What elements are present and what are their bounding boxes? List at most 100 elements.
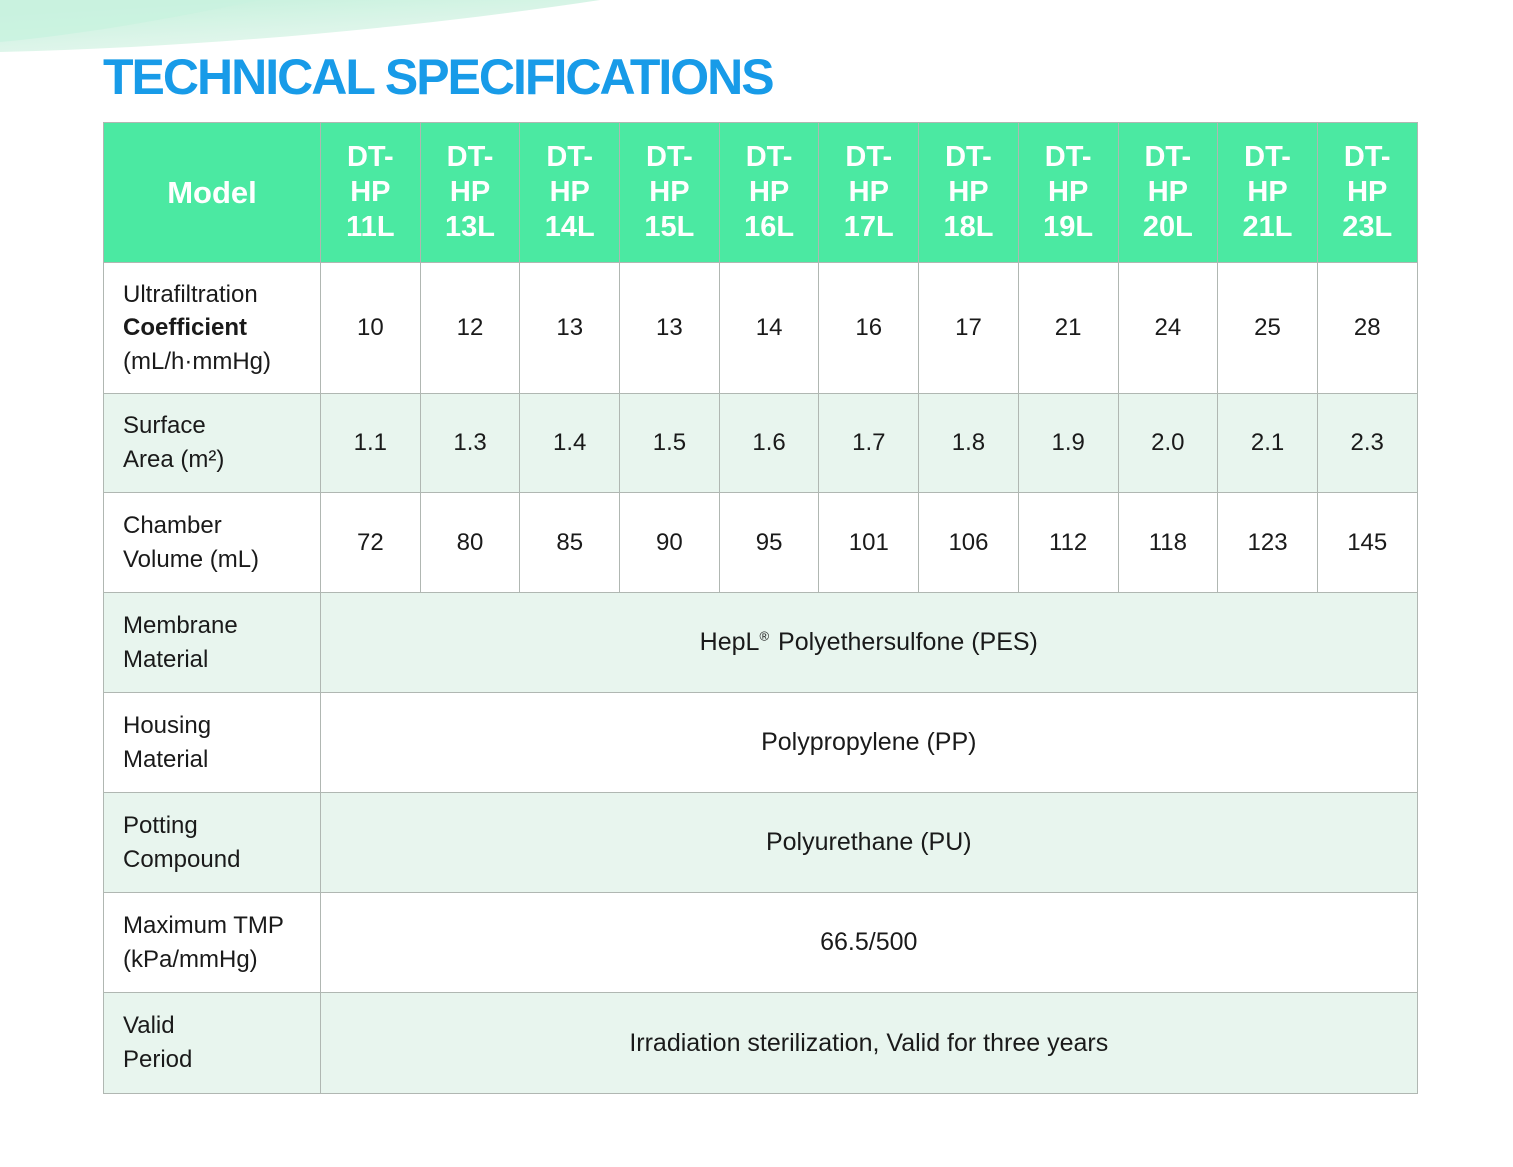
row-label-chamber-volume: Chamber Volume (mL) xyxy=(103,492,321,593)
merged-value-potting-compound: Polyurethane (PU) xyxy=(320,792,1418,893)
row-housing-material: Housing Material Polypropylene (PP) xyxy=(103,692,1418,793)
row-label-housing-material: Housing Material xyxy=(103,692,321,793)
model-column-header: DT-HP 15L xyxy=(619,122,720,263)
row-surface-area: Surface Area (m²) 1.1 1.3 1.4 1.5 1.6 1.7 1.8 1… xyxy=(103,393,1418,493)
value-cell: 1.3 xyxy=(419,393,521,493)
value-cell: 145 xyxy=(1316,492,1418,593)
label-line: Period xyxy=(123,1046,193,1073)
model-name: DT-HP 19L xyxy=(1043,141,1094,243)
row-label-maximum-tmp: Maximum TMP (kPa/mmHg) xyxy=(103,892,321,993)
model-name: DT-HP 14L xyxy=(544,141,595,243)
value-cell: 1.1 xyxy=(320,393,421,493)
label-line: Compound xyxy=(123,845,241,873)
value-cell: 2.0 xyxy=(1117,393,1219,493)
value-cell: 112 xyxy=(1017,492,1119,593)
model-name: DT-HP 23L xyxy=(1342,141,1393,243)
label-line: Volume (mL) xyxy=(123,545,260,573)
header-row: Model DT-HP 11L DT-HP 13L DT-HP 14L DT-HP 1… xyxy=(103,122,1418,263)
label-line: Membrane xyxy=(123,611,238,639)
value-cell: 106 xyxy=(918,492,1019,593)
label-line: Housing xyxy=(123,711,212,739)
row-membrane-material: Membrane Material HepL® Polyethersulfone … xyxy=(103,592,1418,693)
value-cell: 1.9 xyxy=(1017,393,1119,493)
model-column-header: DT-HP 14L xyxy=(519,122,621,263)
value-cell: 17 xyxy=(918,262,1019,394)
value-cell: 95 xyxy=(718,492,820,593)
row-label-ultrafiltration: Ultrafiltration Coefficient (mL/h·mmHg) xyxy=(103,262,321,394)
value-cell: 12 xyxy=(419,262,521,394)
model-column-header: DT-HP 16L xyxy=(718,122,820,263)
label-line: Material xyxy=(123,645,209,673)
value-cell: 13 xyxy=(619,262,720,394)
value-cell: 118 xyxy=(1117,492,1219,593)
value-cell: 101 xyxy=(818,492,920,593)
value-cell: 28 xyxy=(1316,262,1418,394)
model-name: DT-HP 15L xyxy=(644,141,695,243)
value-cell: 2.1 xyxy=(1217,393,1318,493)
model-column-header: DT-HP 19L xyxy=(1017,122,1119,263)
model-name: DT-HP 11L xyxy=(346,141,395,243)
merged-value-valid-period: Irradiation sterilization, Valid for thr… xyxy=(320,992,1418,1094)
row-chamber-volume: Chamber Volume (mL) 72 80 85 90 95 101 106 112 1… xyxy=(103,492,1418,593)
model-column-header: DT-HP 13L xyxy=(419,122,521,263)
label-line: Ultrafiltration xyxy=(123,280,258,308)
row-potting-compound: Potting Compound Polyurethane (PU) xyxy=(103,792,1418,893)
row-maximum-tmp: Maximum TMP (kPa/mmHg) 66.5/500 xyxy=(103,892,1418,993)
merged-value-maximum-tmp: 66.5/500 xyxy=(320,892,1418,993)
label-line: Chamber xyxy=(123,511,222,539)
model-name: DT-HP 13L xyxy=(445,141,496,243)
model-name: DT-HP 21L xyxy=(1242,141,1293,243)
value-cell: 1.5 xyxy=(619,393,720,493)
label-line: Area (m²) xyxy=(123,446,225,473)
value-cell: 1.4 xyxy=(519,393,621,493)
brand-name: HepL xyxy=(699,628,760,656)
row-label-valid-period: Valid Period xyxy=(103,992,321,1094)
value-cell: 16 xyxy=(818,262,920,394)
row-ultrafiltration-coefficient: Ultrafiltration Coefficient (mL/h·mmHg) … xyxy=(103,262,1418,394)
model-column-header: DT-HP 18L xyxy=(918,122,1019,263)
model-column-header: DT-HP 20L xyxy=(1117,122,1219,263)
model-column-header: DT-HP 17L xyxy=(818,122,920,263)
value-cell: 90 xyxy=(619,492,720,593)
model-column-header: DT-HP 11L xyxy=(320,122,421,263)
row-valid-period: Valid Period Irradiation sterilization, … xyxy=(103,992,1418,1094)
label-line: Surface xyxy=(123,412,206,440)
row-label-potting-compound: Potting Compound xyxy=(103,792,321,893)
model-name: DT-HP 16L xyxy=(744,141,795,243)
value-cell: 85 xyxy=(519,492,621,593)
value-cell: 80 xyxy=(419,492,521,593)
value-cell: 21 xyxy=(1017,262,1119,394)
value-cell: 1.6 xyxy=(718,393,820,493)
value-cell: 10 xyxy=(320,262,421,394)
technical-specifications-table: Model DT-HP 11L DT-HP 13L DT-HP 14L DT-HP 1… xyxy=(103,122,1418,1094)
merged-value-membrane-material: HepL® Polyethersulfone (PES) xyxy=(320,592,1418,693)
row-label-membrane-material: Membrane Material xyxy=(103,592,321,693)
label-line: (kPa/mmHg) xyxy=(123,945,258,973)
value-cell: 72 xyxy=(320,492,421,593)
merged-value-housing-material: Polypropylene (PP) xyxy=(320,692,1418,793)
model-column-header: DT-HP 21L xyxy=(1217,122,1318,263)
value-cell: 2.3 xyxy=(1316,393,1418,493)
model-name: DT-HP 18L xyxy=(943,141,994,243)
registered-trademark-icon: ® xyxy=(759,628,770,644)
value-cell: 1.8 xyxy=(918,393,1019,493)
value-cell: 25 xyxy=(1217,262,1318,394)
value-cell: 1.7 xyxy=(818,393,920,493)
value-cell: 123 xyxy=(1217,492,1318,593)
model-name: DT-HP 17L xyxy=(843,141,894,243)
value-cell: 14 xyxy=(718,262,820,394)
row-label-surface-area: Surface Area (m²) xyxy=(103,393,321,493)
label-unit: (mL/h·mmHg) xyxy=(123,347,271,375)
model-header-cell: Model xyxy=(103,122,321,263)
label-line: Material xyxy=(123,745,209,773)
model-column-header: DT-HP 23L xyxy=(1316,122,1418,263)
model-name: DT-HP 20L xyxy=(1142,141,1193,243)
label-line: Maximum TMP xyxy=(123,911,284,939)
label-line: Valid xyxy=(123,1012,175,1040)
page-title: TECHNICAL SPECIFICATIONS xyxy=(103,49,775,105)
value-cell: 24 xyxy=(1117,262,1219,394)
material-name: Polyethersulfone (PES) xyxy=(778,628,1038,656)
label-line: Potting xyxy=(123,811,198,839)
value-cell: 13 xyxy=(519,262,621,394)
label-line: Coefficient xyxy=(123,314,248,342)
